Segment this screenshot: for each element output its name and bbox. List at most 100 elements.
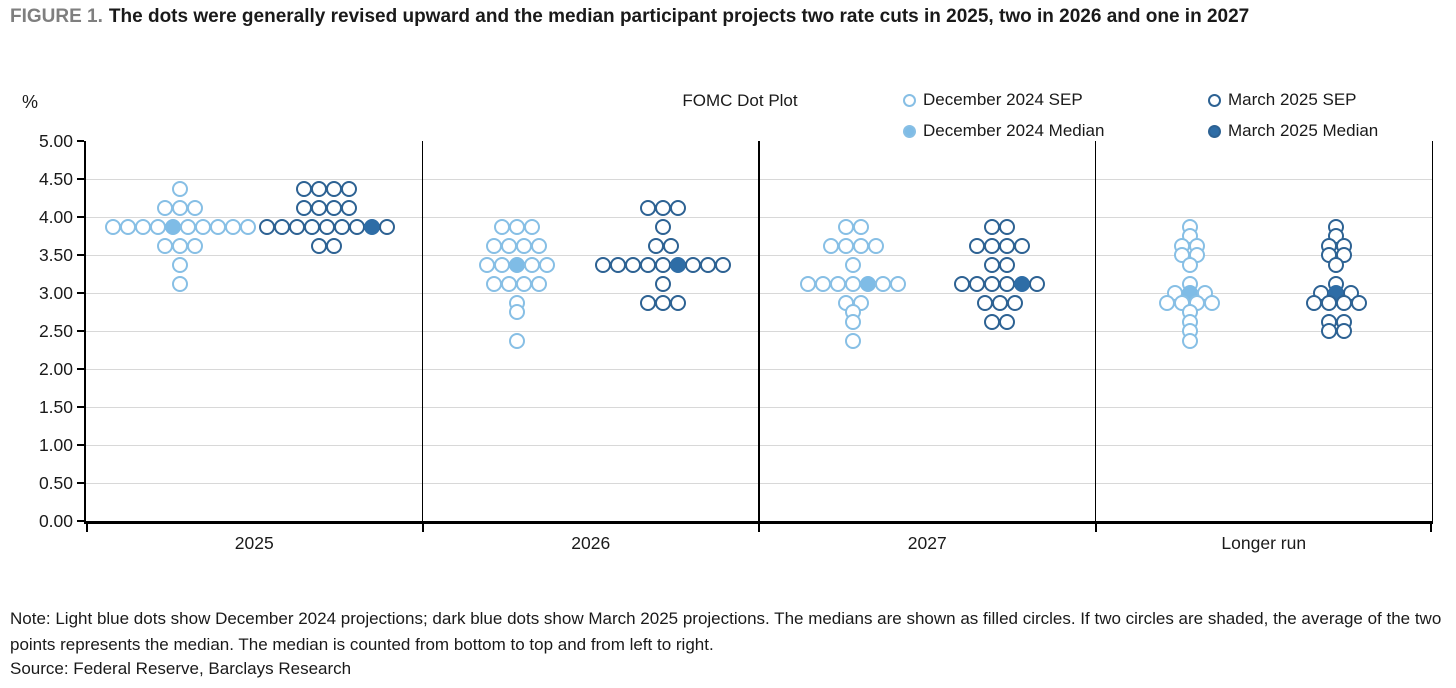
dot-dec2024-2025: [172, 256, 189, 273]
dot-dec2024-2026: [516, 275, 533, 292]
dot-dec2024-2027: [845, 256, 862, 273]
dot-mar2025-2025: [348, 218, 365, 235]
dot-dec2024-2026: [523, 218, 540, 235]
y-axis-tick-label: 1.00: [38, 435, 73, 455]
legend-label: December 2024 SEP: [923, 90, 1083, 109]
dot-dec2024-2026: [531, 237, 548, 254]
dot-dec2024-2025: [172, 275, 189, 292]
dot-mar2025-longer-run: [1350, 294, 1367, 311]
dot-mar2025-2027: [999, 218, 1016, 235]
dot-mar2025-2025: [326, 237, 343, 254]
filled-circle-light-icon: [903, 124, 916, 138]
dot-dec2024-2025: [149, 218, 166, 235]
dot-mar2025-2026: [625, 256, 642, 273]
dot-mar2025-2027: [984, 218, 1001, 235]
dot-mar2025-2026: [655, 218, 672, 235]
y-axis-tick-label: 0.00: [38, 511, 73, 531]
dot-dec2024-2027: [837, 237, 854, 254]
dot-dec2024-2027: [837, 218, 854, 235]
dot-dec2024-2026: [486, 275, 503, 292]
x-axis-tick: [421, 524, 424, 532]
dot-dec2024-2027: [815, 275, 832, 292]
dot-dec2024-2027: [845, 275, 862, 292]
dot-dec2024-2026: [538, 256, 555, 273]
dot-mar2025-2026: [655, 256, 672, 273]
y-axis-tick: [77, 216, 84, 218]
y-axis-tick-label: 3.50: [38, 245, 73, 265]
dot-dec2024-2025: [164, 218, 181, 235]
y-axis-tick-label: 4.00: [38, 207, 73, 227]
y-axis-tick: [77, 444, 84, 446]
legend-label: March 2025 SEP: [1228, 90, 1357, 109]
x-axis-category-label: Longer run: [1221, 533, 1307, 553]
dot-mar2025-2027: [984, 275, 1001, 292]
dot-dec2024-2026: [501, 237, 518, 254]
dot-dec2024-2025: [187, 199, 204, 216]
legend-item-dec-2024-sep: December 2024 SEP: [903, 89, 1083, 111]
dot-dec2024-2025: [172, 237, 189, 254]
dot-dec2024-2026: [478, 256, 495, 273]
dot-dec2024-2026: [493, 218, 510, 235]
y-axis-tick: [77, 520, 84, 522]
dot-dec2024-2026: [508, 218, 525, 235]
dot-dec2024-2027: [875, 275, 892, 292]
dot-mar2025-2025: [311, 199, 328, 216]
dot-dec2024-2027: [890, 275, 907, 292]
dot-dec2024-2027: [845, 313, 862, 330]
dot-mar2025-2027: [969, 237, 986, 254]
x-axis-category-label: 2027: [907, 533, 947, 553]
dot-mar2025-2027: [1029, 275, 1046, 292]
dot-mar2025-2026: [662, 237, 679, 254]
dot-dec2024-2027: [845, 332, 862, 349]
dot-plot-area: 5.00 4.50 4.00 3.50 3.00 2.50 2.00 1.50 1.00 0.50…: [39, 131, 1433, 553]
dot-dec2024-2025: [224, 218, 241, 235]
legend-item-mar-2025-median: March 2025 Median: [1208, 120, 1378, 142]
dot-mar2025-2026: [685, 256, 702, 273]
dot-dec2024-2026: [508, 332, 525, 349]
y-axis-tick-label: 1.50: [38, 397, 73, 417]
legend-label: March 2025 Median: [1228, 121, 1379, 140]
dot-mar2025-2026: [670, 199, 687, 216]
legend-label: December 2024 Median: [923, 121, 1105, 140]
dot-mar2025-2026: [655, 275, 672, 292]
dot-mar2025-2027: [984, 256, 1001, 273]
y-axis-tick: [77, 368, 84, 370]
dot-dec2024-2025: [172, 199, 189, 216]
dot-dec2024-2025: [194, 218, 211, 235]
dot-mar2025-2025: [273, 218, 290, 235]
y-axis-tick: [77, 330, 84, 332]
dot-dec2024-2025: [187, 237, 204, 254]
dot-mar2025-2025: [378, 218, 395, 235]
dot-mar2025-2027: [1014, 237, 1031, 254]
x-axis-tick: [1094, 524, 1097, 532]
dot-mar2025-2026: [610, 256, 627, 273]
dot-mar2025-2025: [311, 237, 328, 254]
dot-mar2025-2027: [984, 237, 1001, 254]
dot-dec2024-2026: [493, 256, 510, 273]
figure-label: FIGURE 1.: [10, 6, 103, 27]
dot-mar2025-2027: [999, 256, 1016, 273]
panel-divider: [421, 141, 424, 521]
y-axis-tick-label: 4.50: [38, 169, 73, 189]
dot-dec2024-2027: [822, 237, 839, 254]
dot-mar2025-2026: [700, 256, 717, 273]
dot-mar2025-2026: [670, 256, 687, 273]
dot-mar2025-2025: [303, 218, 320, 235]
dot-mar2025-2027: [999, 275, 1016, 292]
dot-mar2025-2025: [326, 180, 343, 197]
dot-mar2025-2027: [999, 313, 1016, 330]
dot-dec2024-2026: [523, 256, 540, 273]
dot-dec2024-2025: [157, 237, 174, 254]
figure-title-text: The dots were generally revised upward a…: [108, 6, 1250, 27]
panel-divider: [758, 141, 760, 521]
panel-divider: [1094, 141, 1097, 521]
dot-dec2024-2027: [852, 237, 869, 254]
dot-dec2024-2026: [531, 275, 548, 292]
dot-dec2024-2027: [860, 275, 877, 292]
dot-mar2025-2025: [333, 218, 350, 235]
dot-mar2025-2025: [288, 218, 305, 235]
dot-mar2025-longer-run: [1320, 323, 1337, 339]
dot-mar2025-2025: [326, 199, 343, 216]
dot-mar2025-2025: [296, 180, 313, 197]
legend-item-mar-2025-sep: March 2025 SEP: [1208, 89, 1357, 111]
